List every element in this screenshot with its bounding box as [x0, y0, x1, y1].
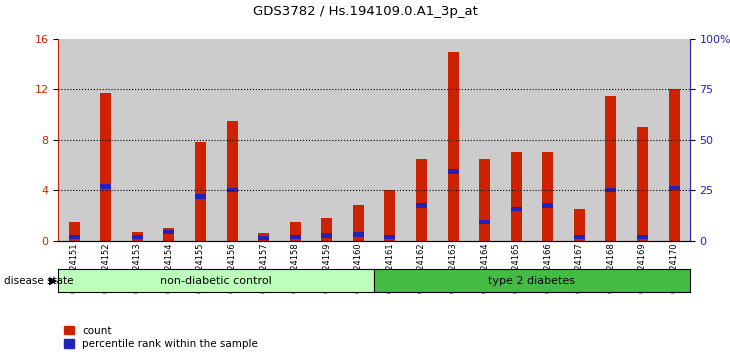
- Bar: [574, 235, 585, 239]
- Bar: [447, 169, 458, 173]
- Bar: [479, 219, 490, 224]
- Bar: [258, 236, 269, 240]
- Bar: [374, 39, 406, 241]
- Bar: [416, 203, 427, 207]
- Bar: [69, 235, 80, 239]
- Text: disease state: disease state: [4, 275, 73, 286]
- Bar: [637, 235, 648, 239]
- Bar: [564, 39, 595, 241]
- Bar: [321, 218, 332, 241]
- Bar: [511, 153, 522, 241]
- Bar: [58, 39, 90, 241]
- Bar: [342, 39, 374, 241]
- Bar: [469, 39, 501, 241]
- Bar: [605, 188, 616, 193]
- Bar: [658, 39, 690, 241]
- Bar: [153, 39, 185, 241]
- Bar: [216, 39, 247, 241]
- Text: type 2 diabetes: type 2 diabetes: [488, 275, 575, 286]
- Bar: [195, 142, 206, 241]
- Bar: [385, 235, 396, 239]
- Bar: [605, 96, 616, 241]
- Bar: [90, 39, 121, 241]
- Bar: [406, 39, 437, 241]
- Bar: [437, 39, 469, 241]
- Bar: [385, 190, 396, 241]
- Bar: [626, 39, 658, 241]
- Bar: [247, 39, 280, 241]
- Bar: [532, 39, 564, 241]
- Bar: [595, 39, 626, 241]
- Bar: [258, 233, 269, 241]
- Bar: [195, 194, 206, 199]
- Legend: count, percentile rank within the sample: count, percentile rank within the sample: [64, 326, 258, 349]
- Bar: [290, 222, 301, 241]
- Bar: [121, 39, 153, 241]
- Bar: [321, 234, 332, 238]
- Bar: [353, 232, 364, 236]
- Bar: [226, 188, 237, 193]
- Text: non-diabetic control: non-diabetic control: [161, 275, 272, 286]
- Bar: [542, 153, 553, 241]
- Bar: [669, 90, 680, 241]
- Bar: [447, 52, 458, 241]
- Bar: [479, 159, 490, 241]
- Bar: [353, 205, 364, 241]
- Bar: [100, 184, 111, 189]
- Bar: [542, 203, 553, 207]
- Bar: [637, 127, 648, 241]
- Bar: [164, 228, 174, 241]
- Bar: [100, 93, 111, 241]
- Text: ▶: ▶: [49, 275, 58, 286]
- Bar: [132, 232, 143, 241]
- Bar: [132, 235, 143, 239]
- Bar: [669, 185, 680, 190]
- Bar: [574, 209, 585, 241]
- Bar: [416, 159, 427, 241]
- Bar: [511, 207, 522, 211]
- Text: GDS3782 / Hs.194109.0.A1_3p_at: GDS3782 / Hs.194109.0.A1_3p_at: [253, 5, 477, 18]
- Bar: [185, 39, 216, 241]
- Bar: [311, 39, 342, 241]
- Bar: [226, 121, 237, 241]
- Bar: [164, 230, 174, 234]
- Bar: [501, 39, 532, 241]
- Bar: [290, 235, 301, 239]
- Bar: [69, 222, 80, 241]
- Bar: [280, 39, 311, 241]
